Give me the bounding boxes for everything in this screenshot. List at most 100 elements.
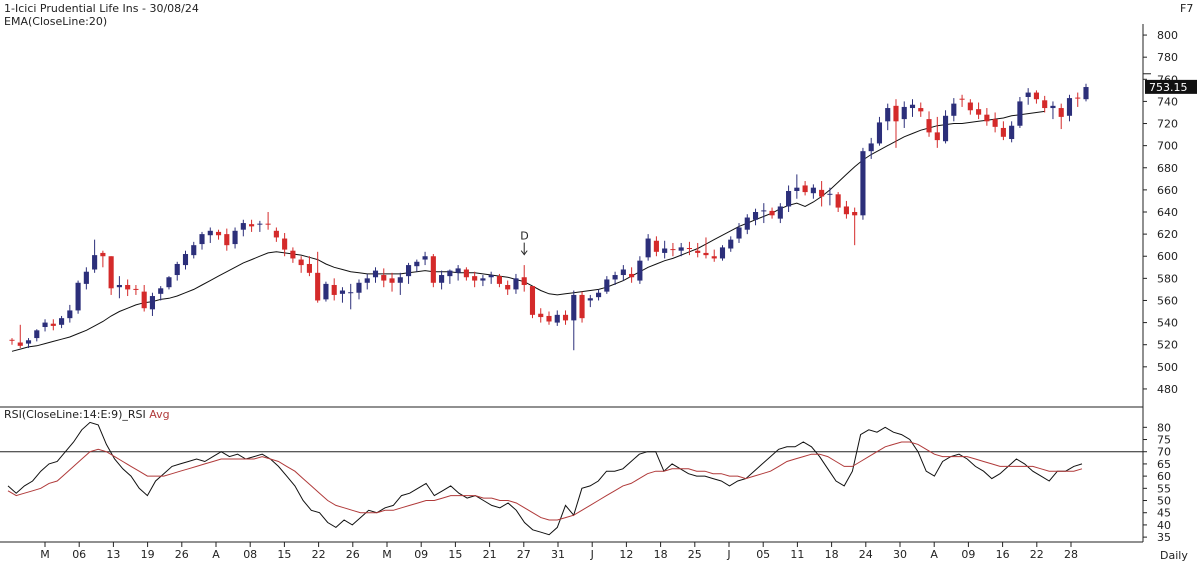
candle-up [942,115,949,142]
x-tick-label: 15 [277,548,291,561]
candle-up [752,212,759,220]
rsi-tick-label: 60 [1157,470,1171,483]
candle-down [893,105,899,122]
candle-down [249,224,255,227]
candle-up [810,187,816,194]
candle-up [1050,105,1056,109]
chart-title: 1-Icici Prudential Life Ins - 30/08/24 [4,2,199,15]
price-tick-label: 660 [1157,184,1178,197]
price-tick-label: 780 [1157,51,1178,64]
x-tick-label: 21 [483,548,497,561]
candle-down [976,109,982,115]
candle-down [918,108,924,112]
candle-down [389,278,395,283]
candle-up [59,318,65,325]
x-tick-label: 09 [961,548,975,561]
candle-down [769,210,775,216]
candle-up [1017,101,1023,126]
candle-down [290,250,296,259]
x-tick-label: 11 [790,548,804,561]
candle-up [794,187,800,191]
candle-down [215,231,222,236]
candle-up [513,278,519,290]
price-tick-label: 740 [1157,95,1178,108]
candle-down [538,313,544,318]
candle-down [992,119,998,127]
candle-up [34,330,40,339]
annotation-label: D [520,230,528,243]
candle-down [926,119,932,133]
x-tick-label: 26 [175,548,189,561]
rsi-tick-label: 70 [1157,446,1171,459]
candle-down [934,132,940,141]
ema-indicator-label: EMA(CloseLine:20) [4,15,108,28]
price-tick-label: 720 [1157,118,1178,131]
candle-down [273,230,279,238]
x-tick-label: 16 [996,548,1010,561]
candle-down [1000,127,1006,137]
candle-down [430,256,436,283]
last-price-label: 753.15 [1149,81,1188,94]
x-tick-label: 08 [243,548,257,561]
candle-up [372,270,379,278]
rsi-line [7,421,1083,536]
candle-up [182,254,189,266]
candle-up [207,230,213,236]
rsi-tick-label: 75 [1157,434,1171,447]
candle-down [1033,92,1039,100]
x-tick-label: 22 [1030,548,1044,561]
candle-up [149,296,156,310]
candle-down [496,276,502,284]
price-tick-label: 600 [1157,250,1178,263]
candle-down [315,272,321,301]
candle-down [653,240,659,252]
candle-up [422,256,428,260]
candle-down [472,276,478,281]
x-tick-label: M [40,548,50,561]
x-tick-label: 15 [448,548,462,561]
x-tick-label: J [590,548,594,561]
period-label: Daily [1160,549,1188,562]
candle-down [17,342,23,346]
x-tick-label: 27 [517,548,531,561]
candle-up [777,206,783,219]
x-tick-label: 06 [72,548,86,561]
price-tick-label: 580 [1157,272,1178,285]
candle-down [629,273,635,278]
candle-up [323,283,329,300]
candle-down [505,284,511,290]
candle-up [339,290,346,294]
candle-up [662,248,668,253]
x-axis: M 06 13 19 26 A 08 15 22 26 M 09 15 21 27 31 J 12 18 25 J 05 1… [0,541,1143,561]
rsi-tick-label: 35 [1157,531,1171,544]
candle-down [529,286,536,315]
x-tick-label: 09 [414,548,428,561]
candle-down [852,212,858,216]
candle-up [1066,98,1073,116]
x-tick-label: J [726,548,730,561]
candle-up [860,151,866,216]
x-tick-label: 19 [141,548,155,561]
candle-up [678,247,684,251]
candle-down [282,238,288,250]
candle-up [364,278,370,283]
candle-up [1025,92,1031,97]
candle-up [728,239,734,249]
candle-up [455,268,461,273]
candle-down [711,256,717,259]
x-tick-label: 25 [688,548,702,561]
candle-up [439,275,445,283]
price-tick-label: 540 [1157,317,1178,330]
rsi-tick-label: 65 [1157,458,1171,471]
candle-up [868,143,874,152]
candle-up [480,278,486,281]
candle-down [703,252,709,256]
x-tick-label: 12 [619,548,633,561]
price-tick-label: 700 [1157,140,1178,153]
candle-up [397,277,403,283]
candle-up [554,314,560,323]
x-tick-label: 30 [893,548,907,561]
price-tick-label: 520 [1157,339,1178,352]
